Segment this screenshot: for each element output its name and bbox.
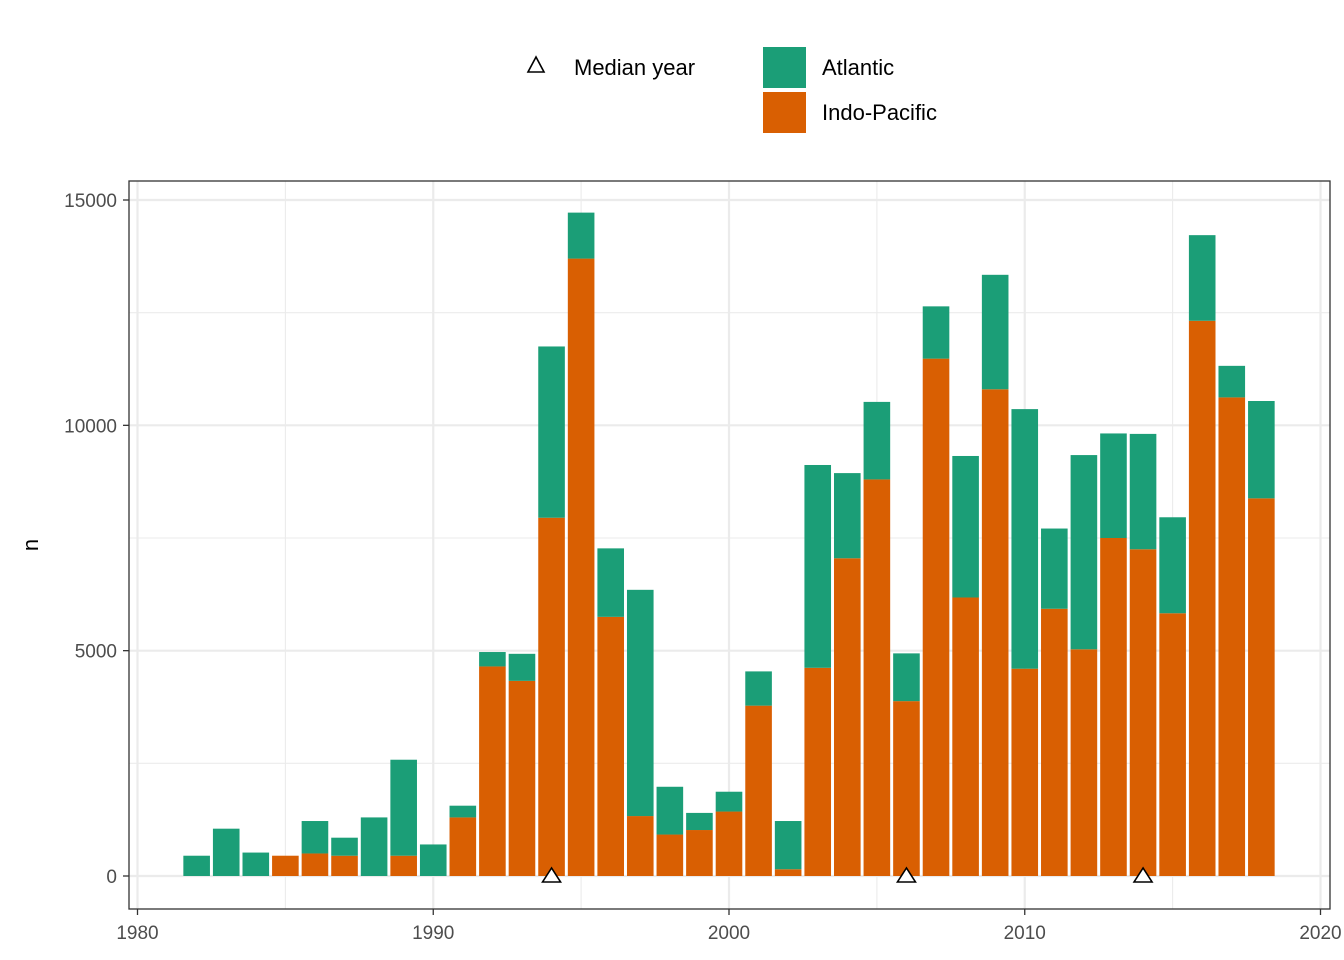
bar-atlantic-1999 xyxy=(686,812,713,831)
bar-indo-pacific-2017 xyxy=(1218,397,1246,876)
legend-label-indo-pacific: Indo-Pacific xyxy=(822,100,937,125)
bar-atlantic-2002 xyxy=(774,821,802,870)
bar-indo-pacific-2015 xyxy=(1159,613,1186,876)
bar-atlantic-2011 xyxy=(1041,528,1068,609)
bar-indo-pacific-1996 xyxy=(597,616,624,876)
bar-atlantic-1995 xyxy=(567,212,595,259)
legend-key-atlantic xyxy=(763,47,806,88)
median-marker-2006 xyxy=(895,866,917,883)
bars xyxy=(183,212,1275,877)
bar-atlantic-2013 xyxy=(1100,433,1127,538)
bar-atlantic-2014 xyxy=(1129,433,1157,550)
bar-atlantic-2006 xyxy=(893,653,920,702)
x-tick-label: 1980 xyxy=(116,923,158,944)
bar-indo-pacific-1989 xyxy=(390,855,417,876)
bar-indo-pacific-1993 xyxy=(508,680,536,876)
bar-indo-pacific-2014 xyxy=(1129,549,1157,876)
bar-atlantic-1997 xyxy=(626,589,654,817)
bar-atlantic-2004 xyxy=(834,473,861,559)
bar-indo-pacific-1987 xyxy=(331,855,358,876)
bar-indo-pacific-2000 xyxy=(715,811,743,876)
bar-indo-pacific-1999 xyxy=(686,830,713,876)
bar-atlantic-1992 xyxy=(479,652,506,667)
bar-atlantic-1993 xyxy=(508,653,536,681)
bar-indo-pacific-2005 xyxy=(863,479,891,876)
bar-atlantic-2018 xyxy=(1248,400,1275,499)
bar-indo-pacific-1991 xyxy=(449,817,477,876)
bar-atlantic-2016 xyxy=(1188,235,1216,321)
bar-atlantic-1988 xyxy=(360,817,388,876)
y-tick-label: 10000 xyxy=(64,416,117,437)
bar-atlantic-1987 xyxy=(331,837,358,856)
bar-indo-pacific-2010 xyxy=(1011,668,1039,876)
bar-atlantic-1996 xyxy=(597,548,624,617)
bar-indo-pacific-2004 xyxy=(834,558,861,876)
bar-indo-pacific-1985 xyxy=(272,855,299,876)
bar-atlantic-2000 xyxy=(715,791,743,812)
bar-atlantic-1994 xyxy=(538,346,565,518)
median-marker-1994 xyxy=(541,866,563,883)
legend-label-atlantic: Atlantic xyxy=(822,55,894,80)
x-tick-label: 1990 xyxy=(412,923,454,944)
bar-indo-pacific-2003 xyxy=(804,667,832,876)
legend-median-triangle-icon xyxy=(526,55,546,73)
x-tick-label: 2020 xyxy=(1299,923,1341,944)
bar-indo-pacific-2008 xyxy=(952,597,979,876)
bar-atlantic-2009 xyxy=(981,274,1009,390)
bar-atlantic-2015 xyxy=(1159,517,1186,614)
y-tick-label: 0 xyxy=(106,867,117,888)
bar-indo-pacific-1995 xyxy=(567,258,595,876)
bar-atlantic-2005 xyxy=(863,401,891,480)
median-markers xyxy=(541,866,1154,883)
bar-atlantic-2008 xyxy=(952,455,979,598)
bar-indo-pacific-1997 xyxy=(626,816,654,876)
bar-atlantic-1986 xyxy=(301,821,329,854)
bar-indo-pacific-1992 xyxy=(479,666,506,876)
bar-indo-pacific-2012 xyxy=(1070,649,1098,876)
bar-atlantic-1991 xyxy=(449,805,477,818)
bar-indo-pacific-2006 xyxy=(893,701,920,876)
bar-atlantic-2010 xyxy=(1011,409,1039,669)
legend-key-indo-pacific xyxy=(763,92,806,133)
bar-atlantic-2001 xyxy=(745,671,772,706)
bar-indo-pacific-1994 xyxy=(538,517,565,876)
bar-indo-pacific-2009 xyxy=(981,389,1009,876)
y-axis-title: n xyxy=(18,539,43,551)
bar-indo-pacific-2001 xyxy=(745,705,772,876)
bar-atlantic-2003 xyxy=(804,464,832,668)
bar-indo-pacific-2013 xyxy=(1100,538,1127,876)
bar-atlantic-2012 xyxy=(1070,455,1098,650)
bar-indo-pacific-2016 xyxy=(1188,320,1216,876)
bar-atlantic-1982 xyxy=(183,855,210,876)
x-tick-label: 2010 xyxy=(1004,923,1046,944)
y-tick-label: 15000 xyxy=(64,191,117,212)
bar-indo-pacific-2007 xyxy=(922,358,950,877)
bar-atlantic-2007 xyxy=(922,306,950,359)
legend: Median year Atlantic Indo-Pacific xyxy=(526,47,937,133)
x-tick-label: 2000 xyxy=(708,923,750,944)
bar-atlantic-1989 xyxy=(390,759,417,856)
legend-label-median: Median year xyxy=(574,55,695,80)
bar-atlantic-2017 xyxy=(1218,365,1246,398)
bar-atlantic-1990 xyxy=(419,844,447,876)
median-marker-2014 xyxy=(1132,866,1154,883)
bar-indo-pacific-1998 xyxy=(656,834,684,876)
bar-indo-pacific-1986 xyxy=(301,853,329,876)
axes: 1980 1990 2000 2010 2020 0 5000 10000 15000 xyxy=(64,191,1341,944)
y-tick-label: 5000 xyxy=(75,642,117,663)
bar-indo-pacific-2002 xyxy=(774,869,802,876)
bar-indo-pacific-2018 xyxy=(1248,498,1275,876)
bar-indo-pacific-2011 xyxy=(1041,608,1068,876)
bar-atlantic-1984 xyxy=(242,852,270,876)
bar-atlantic-1983 xyxy=(212,828,240,876)
bar-atlantic-1998 xyxy=(656,786,684,835)
